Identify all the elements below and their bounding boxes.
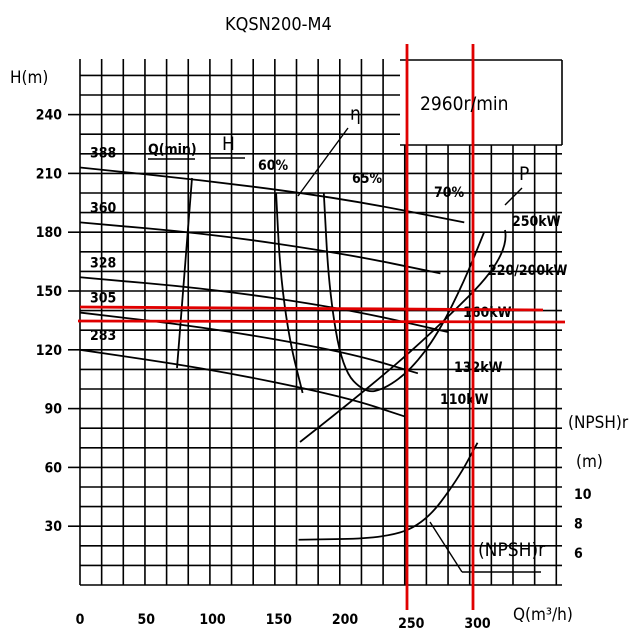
power-label: 160kW — [463, 305, 512, 321]
y-tick-label: 210 — [36, 166, 63, 182]
x-axis-label: Q(m³/h) — [513, 605, 573, 625]
power-label: 220/200kW — [488, 263, 568, 279]
x-tick-label: 200 — [332, 612, 359, 628]
y-axis-label: H(m) — [10, 68, 48, 88]
y-tick-label: 60 — [44, 460, 62, 476]
power-leader — [504, 187, 523, 206]
y-tick-label: 120 — [36, 343, 63, 359]
npsh-leader — [429, 521, 463, 573]
head-curve — [79, 276, 449, 334]
reference-lines — [77, 44, 566, 610]
power-label: 110kW — [440, 392, 489, 408]
q-min-line — [176, 177, 193, 369]
head-curve — [79, 166, 465, 224]
speed-label-box — [400, 60, 563, 145]
x-tick-label: 300 — [464, 616, 491, 632]
impeller-diameter-label: 283 — [90, 328, 116, 344]
y-tick-label: 30 — [44, 519, 62, 535]
impeller-diameter-label: 305 — [90, 291, 116, 307]
q-min-label: Q(min) — [148, 142, 197, 158]
efficiency-curve — [275, 192, 304, 394]
y-tick-label: 240 — [36, 108, 63, 124]
x-tick-label: 50 — [137, 612, 155, 628]
power-label: 250kW — [512, 214, 561, 230]
power-label: 132kW — [454, 360, 503, 376]
x-tick-label: 0 — [76, 612, 85, 628]
efficiency-leader — [297, 127, 349, 197]
npsh-curve — [298, 442, 479, 541]
npsh-axis-unit: (m) — [576, 452, 603, 472]
efficiency-tag: η — [350, 103, 361, 125]
efficiency-label: 60% — [258, 158, 289, 174]
head-curve — [79, 348, 405, 418]
head-tag: H — [222, 133, 235, 155]
impeller-diameter-label: 328 — [90, 255, 116, 271]
efficiency-label: 65% — [352, 171, 383, 187]
power-curve — [299, 229, 507, 443]
chart-axes: 30 60 90 120 150 180 210 240 0 50 100 150 200 250 300 1… — [36, 108, 592, 632]
y-tick-label: 180 — [36, 225, 63, 241]
head-curve — [79, 221, 441, 275]
npsh-tag: (NPSH)r — [478, 539, 546, 561]
chart-title: KQSN200-M4 — [225, 14, 332, 35]
chart-curves — [79, 166, 507, 541]
head-curve — [79, 311, 419, 375]
npsh-tick-label: 6 — [574, 546, 583, 562]
y-tick-label: 90 — [44, 402, 62, 418]
efficiency-curve — [322, 192, 485, 393]
efficiency-label: 70% — [434, 185, 465, 201]
y-tick-label: 150 — [36, 284, 63, 300]
impeller-diameter-label: 388 — [90, 146, 116, 162]
x-tick-label: 150 — [266, 612, 293, 628]
power-tag: P — [519, 163, 529, 185]
npsh-axis-label: (NPSH)r — [568, 413, 629, 433]
speed-label: 2960r/min — [420, 93, 509, 115]
impeller-diameter-label: 360 — [90, 200, 117, 216]
reference-hline — [79, 305, 544, 312]
x-tick-label: 250 — [398, 616, 425, 632]
reference-hline — [77, 319, 566, 324]
x-tick-label: 100 — [199, 612, 226, 628]
npsh-tick-label: 10 — [574, 487, 592, 503]
npsh-tick-label: 8 — [574, 517, 583, 533]
